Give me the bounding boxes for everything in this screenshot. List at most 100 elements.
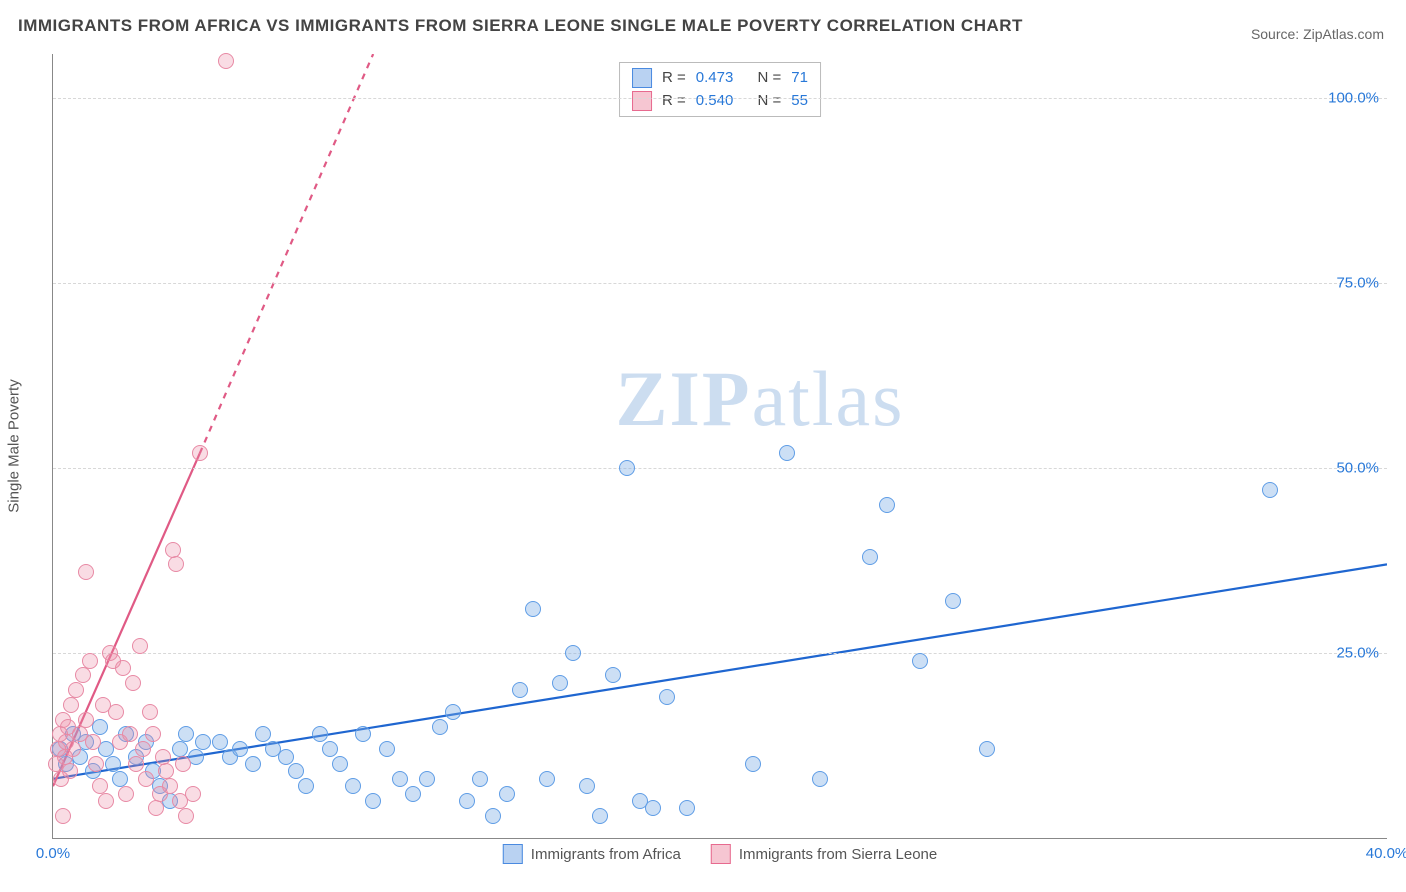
- data-point: [565, 645, 581, 661]
- data-point: [218, 53, 234, 69]
- data-point: [472, 771, 488, 787]
- swatch-icon: [711, 844, 731, 864]
- legend-row-sierra: R = 0.540 N = 55: [632, 90, 808, 113]
- data-point: [142, 704, 158, 720]
- data-point: [1262, 482, 1278, 498]
- data-point: [979, 741, 995, 757]
- data-point: [812, 771, 828, 787]
- data-point: [432, 719, 448, 735]
- data-point: [405, 786, 421, 802]
- data-point: [175, 756, 191, 772]
- data-point: [288, 763, 304, 779]
- data-point: [135, 741, 151, 757]
- data-point: [499, 786, 515, 802]
- data-point: [485, 808, 501, 824]
- data-point: [162, 778, 178, 794]
- data-point: [355, 726, 371, 742]
- legend-row-africa: R = 0.473 N = 71: [632, 67, 808, 90]
- data-point: [512, 682, 528, 698]
- data-point: [645, 800, 661, 816]
- data-point: [255, 726, 271, 742]
- data-point: [88, 756, 104, 772]
- legend-item-africa: Immigrants from Africa: [503, 844, 681, 864]
- data-point: [619, 460, 635, 476]
- data-point: [122, 726, 138, 742]
- data-point: [158, 763, 174, 779]
- source-label: Source: ZipAtlas.com: [1251, 26, 1384, 42]
- legend-label: Immigrants from Africa: [531, 846, 681, 863]
- data-point: [298, 778, 314, 794]
- y-tick-label: 25.0%: [1336, 645, 1379, 662]
- data-point: [68, 682, 84, 698]
- data-point: [379, 741, 395, 757]
- data-point: [459, 793, 475, 809]
- data-point: [75, 667, 91, 683]
- data-point: [419, 771, 435, 787]
- r-label: R =: [662, 67, 686, 90]
- gridline: [53, 283, 1387, 284]
- data-point: [525, 601, 541, 617]
- data-point: [192, 445, 208, 461]
- data-point: [605, 667, 621, 683]
- data-point: [108, 704, 124, 720]
- n-value: 55: [791, 90, 808, 113]
- data-point: [779, 445, 795, 461]
- y-tick-label: 50.0%: [1336, 460, 1379, 477]
- chart-title: IMMIGRANTS FROM AFRICA VS IMMIGRANTS FRO…: [18, 16, 1023, 36]
- data-point: [98, 793, 114, 809]
- data-point: [745, 756, 761, 772]
- swatch-icon: [632, 68, 652, 88]
- y-tick-label: 75.0%: [1336, 275, 1379, 292]
- x-tick-label: 0.0%: [36, 845, 70, 862]
- data-point: [112, 771, 128, 787]
- data-point: [862, 549, 878, 565]
- data-point: [879, 497, 895, 513]
- n-label: N =: [758, 90, 782, 113]
- data-point: [65, 741, 81, 757]
- data-point: [912, 653, 928, 669]
- legend-label: Immigrants from Sierra Leone: [739, 846, 937, 863]
- data-point: [118, 786, 134, 802]
- r-value: 0.473: [696, 67, 734, 90]
- data-point: [138, 771, 154, 787]
- data-point: [78, 712, 94, 728]
- data-point: [659, 689, 675, 705]
- data-point: [145, 726, 161, 742]
- data-point: [85, 734, 101, 750]
- scatter-plot: ZIPatlas R = 0.473 N = 71 R = 0.540 N = …: [52, 54, 1387, 839]
- data-point: [178, 808, 194, 824]
- data-point: [155, 749, 171, 765]
- data-point: [55, 808, 71, 824]
- data-point: [63, 697, 79, 713]
- data-point: [128, 756, 144, 772]
- r-label: R =: [662, 90, 686, 113]
- n-label: N =: [758, 67, 782, 90]
- data-point: [365, 793, 381, 809]
- gridline: [53, 653, 1387, 654]
- data-point: [168, 556, 184, 572]
- trend-lines-svg: [53, 54, 1387, 838]
- data-point: [148, 800, 164, 816]
- swatch-icon: [632, 91, 652, 111]
- data-point: [245, 756, 261, 772]
- data-point: [78, 564, 94, 580]
- data-point: [322, 741, 338, 757]
- data-point: [232, 741, 248, 757]
- data-point: [195, 734, 211, 750]
- y-tick-label: 100.0%: [1328, 90, 1379, 107]
- x-tick-label: 40.0%: [1366, 845, 1406, 862]
- data-point: [945, 593, 961, 609]
- data-point: [132, 638, 148, 654]
- gridline: [53, 468, 1387, 469]
- data-point: [92, 778, 108, 794]
- data-point: [165, 542, 181, 558]
- series-legend: Immigrants from Africa Immigrants from S…: [503, 844, 937, 864]
- data-point: [345, 778, 361, 794]
- data-point: [552, 675, 568, 691]
- data-point: [592, 808, 608, 824]
- data-point: [278, 749, 294, 765]
- data-point: [392, 771, 408, 787]
- data-point: [312, 726, 328, 742]
- data-point: [105, 756, 121, 772]
- data-point: [115, 660, 131, 676]
